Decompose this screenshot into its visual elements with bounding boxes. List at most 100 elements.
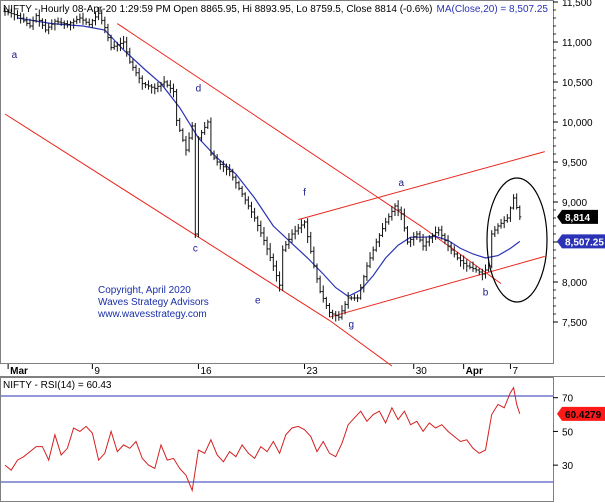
price-bar <box>28 18 32 29</box>
rsi-value-tag-bg <box>557 406 605 421</box>
price-bar <box>84 17 88 25</box>
price-bar <box>193 123 197 238</box>
wave-label: a <box>12 50 18 61</box>
y-tick-label: 11,500 <box>562 0 592 9</box>
rsi-tick-label: 70 <box>562 394 574 405</box>
date-x-axis: Mar 9 16 23 30 Apr 7 <box>7 364 518 377</box>
price-bar <box>396 200 400 217</box>
price-bar <box>340 305 344 320</box>
wave-label: d <box>196 84 202 95</box>
y-tick-label: 7,500 <box>562 318 587 329</box>
price-bar <box>462 255 466 270</box>
price-bar <box>25 16 29 27</box>
price-bar <box>215 154 219 166</box>
y-tick-label: 9,500 <box>562 158 587 169</box>
wave-label: a <box>398 178 404 189</box>
price-bar <box>40 18 44 29</box>
price-bar <box>427 235 431 247</box>
price-bar <box>287 233 291 249</box>
price-bar <box>299 219 303 234</box>
price-bar <box>143 81 147 89</box>
price-bar <box>200 129 204 142</box>
price-bar <box>137 67 141 84</box>
x-tick-label: 30 <box>416 366 428 377</box>
x-tick-label: 16 <box>200 366 212 377</box>
price-bar <box>171 83 175 98</box>
price-bar <box>387 213 391 225</box>
price-bar <box>505 214 509 223</box>
price-bar <box>502 216 506 229</box>
price-bar <box>293 225 297 240</box>
ma-line-group <box>17 17 521 298</box>
price-bar <box>346 292 350 309</box>
rsi-line <box>4 386 521 493</box>
price-bar <box>434 226 438 240</box>
price-bar <box>103 16 107 34</box>
rsi-tick-label: 50 <box>562 427 574 438</box>
price-bar <box>50 19 54 31</box>
price-bar <box>334 310 338 322</box>
price-bar <box>281 245 285 291</box>
rsi-value-tag: 60.4279 <box>557 406 605 421</box>
price-bar <box>125 36 129 57</box>
rsi-y-axis: 70 50 30 60.4279 <box>553 394 605 472</box>
company-text: Waves Strategy Advisors <box>98 297 209 308</box>
price-bar <box>62 20 66 29</box>
price-bar <box>93 12 97 26</box>
price-bar <box>290 229 294 243</box>
price-bar <box>381 222 385 238</box>
price-bar <box>109 34 113 51</box>
price-bar <box>437 226 441 236</box>
price-bar <box>318 275 322 294</box>
price-bar <box>405 225 409 245</box>
price-bar <box>259 220 263 237</box>
price-bar <box>209 117 213 157</box>
x-tick-label: 23 <box>307 366 319 377</box>
price-bar <box>327 302 331 318</box>
price-bar <box>477 268 481 276</box>
price-bar <box>19 12 23 24</box>
price-bar <box>240 185 244 198</box>
price-bar <box>218 160 222 170</box>
price-bar <box>480 268 484 281</box>
price-bar <box>384 217 388 232</box>
price-title-main: NIFTY - Hourly 08-Apr-20 1:29:59 PM Open… <box>3 4 433 15</box>
price-bar <box>518 205 522 220</box>
channel-line <box>329 255 545 318</box>
price-bar <box>78 13 82 24</box>
price-bar <box>81 12 85 25</box>
x-tick-label: Apr <box>466 366 483 377</box>
price-bar <box>140 75 144 90</box>
y-tick-label: 10,500 <box>562 78 593 89</box>
price-tag: 8,507.25 <box>557 234 605 249</box>
price-bar <box>256 215 260 232</box>
price-bar <box>343 301 347 315</box>
price-bar <box>496 223 500 235</box>
price-bar <box>331 309 335 320</box>
rsi-pane-title: NIFTY - RSI(14) = 60.43 <box>3 380 112 391</box>
price-bar <box>499 219 503 229</box>
price-bar <box>231 168 235 181</box>
ma-legend: MA(Close,20) = 8,507.25 <box>437 4 549 15</box>
price-bar <box>90 18 94 28</box>
ma-line <box>17 17 521 298</box>
rsi-line-group <box>4 386 521 493</box>
price-bar <box>228 164 232 177</box>
price-bar <box>452 245 456 258</box>
price-bar <box>221 160 225 172</box>
price-bar <box>9 8 13 18</box>
price-y-axis: 11,50011,00010,50010,0009,5009,0008,5008… <box>553 0 605 329</box>
price-bar <box>515 193 519 210</box>
rsi-value-tag-label: 60.4279 <box>565 410 602 421</box>
y-tick-label: 11,000 <box>562 38 592 49</box>
price-bar <box>468 262 472 270</box>
price-bar <box>184 135 188 156</box>
price-bar <box>446 235 450 252</box>
price-bar <box>268 243 272 262</box>
price-bar <box>225 163 229 176</box>
price-bar <box>112 41 116 50</box>
price-bar <box>418 230 422 243</box>
price-bar <box>153 83 157 95</box>
price-bar <box>278 271 282 292</box>
channel-line <box>117 23 424 229</box>
